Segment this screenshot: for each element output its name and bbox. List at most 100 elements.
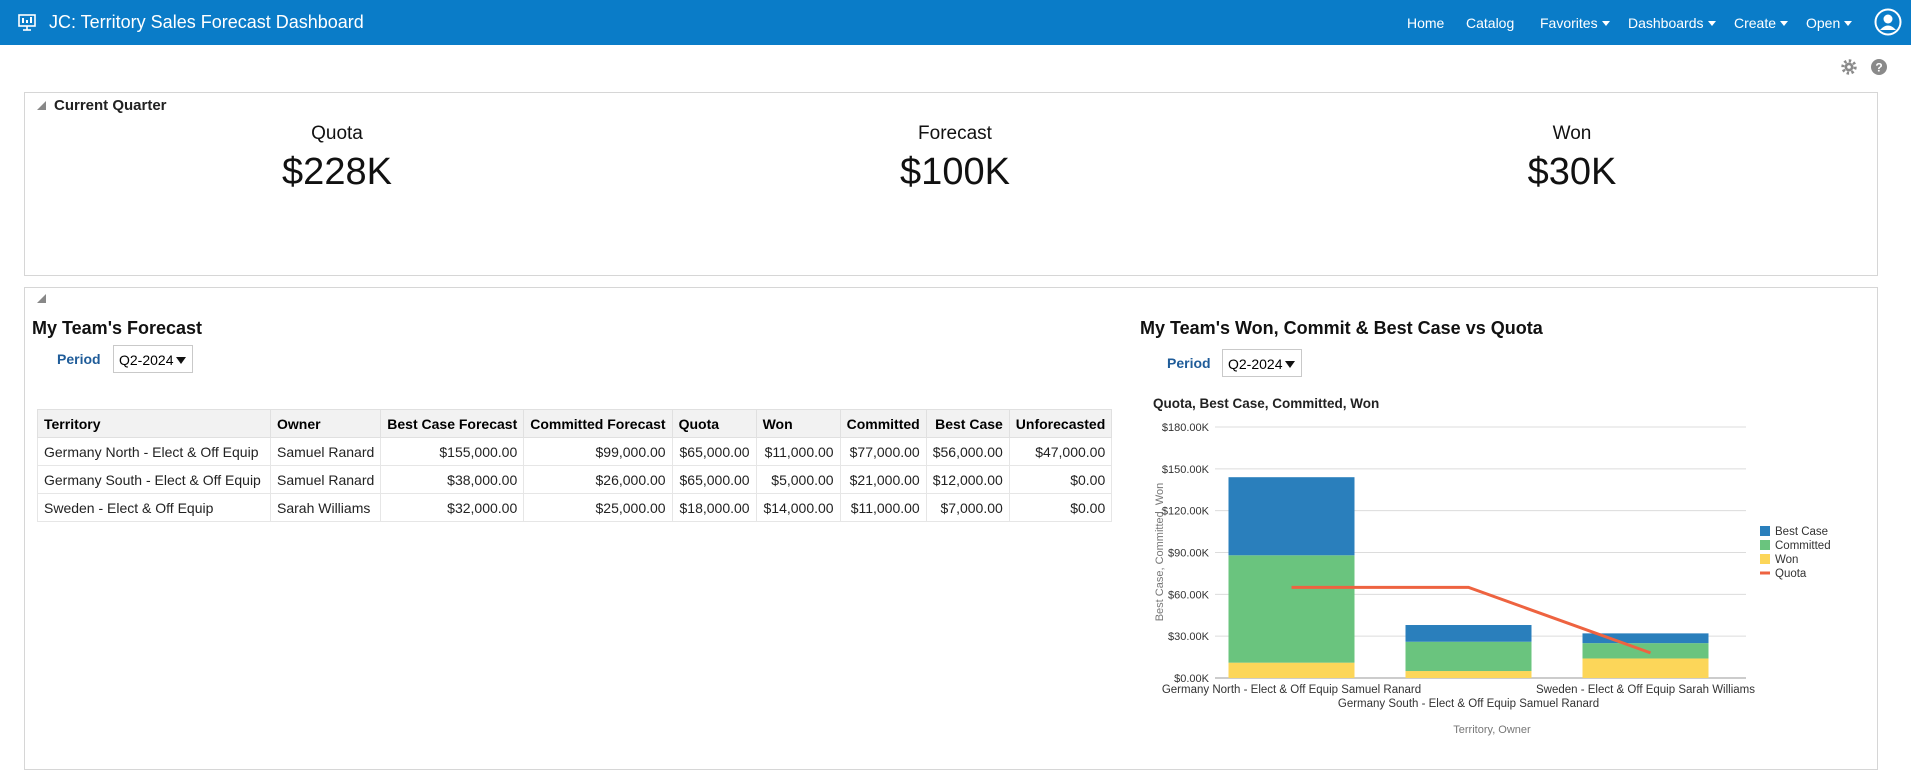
column-header[interactable]: Best Case (925, 409, 1010, 438)
table-cell: $14,000.00 (755, 493, 841, 522)
collapse-toggle-icon[interactable] (37, 101, 46, 110)
chart-period-select[interactable]: Q2-2024 (1222, 349, 1302, 377)
kpi-forecast: Forecast $100K (805, 123, 1105, 194)
nav-home[interactable]: Home (1407, 15, 1444, 31)
gear-icon[interactable] (1840, 58, 1858, 76)
table-cell: Germany North - Elect & Off Equip (37, 437, 271, 466)
table-cell: $77,000.00 (839, 437, 927, 466)
dropdown-arrow-icon (1285, 361, 1295, 368)
kpi-value: $30K (1527, 151, 1617, 193)
kpi-label: Quota (311, 123, 363, 144)
kpi-quota: Quota $228K (187, 123, 487, 194)
y-tick-label: $180.00K (1162, 422, 1210, 434)
x-tick-label: Germany North - Elect & Off Equip Samuel… (1162, 684, 1421, 696)
legend-label: Won (1775, 554, 1798, 566)
table-cell: $32,000.00 (380, 493, 525, 522)
table-cell: $21,000.00 (839, 465, 927, 494)
user-avatar-icon[interactable] (1874, 8, 1902, 36)
team-section: My Team's Forecast Period Q2-2024 Territ… (24, 287, 1878, 770)
nav-favorites[interactable]: Favorites (1540, 15, 1610, 31)
period-select[interactable]: Q2-2024 (113, 345, 193, 373)
period-label: Period (57, 351, 101, 367)
column-header[interactable]: Won (755, 409, 841, 438)
nav-catalog[interactable]: Catalog (1466, 15, 1514, 31)
y-tick-label: $120.00K (1162, 506, 1210, 518)
column-header[interactable]: Committed (839, 409, 927, 438)
table-cell: Sweden - Elect & Off Equip (37, 493, 271, 522)
column-header[interactable]: Owner (269, 409, 382, 438)
bar-best-case (1582, 633, 1709, 644)
column-header[interactable]: Quota (671, 409, 757, 438)
legend-swatch (1760, 540, 1770, 550)
legend-label: Quota (1775, 568, 1807, 580)
nav-create[interactable]: Create (1734, 15, 1789, 31)
table-cell: Germany South - Elect & Off Equip (37, 465, 271, 494)
table-cell: Samuel Ranard (269, 465, 382, 494)
table-cell: Samuel Ranard (269, 437, 382, 466)
nav-dashboards[interactable]: Dashboards (1628, 15, 1716, 31)
bar-best-case (1228, 477, 1355, 556)
period-select-value: Q2-2024 (1228, 356, 1283, 372)
table-cell: $12,000.00 (925, 465, 1010, 494)
x-axis-label: Territory, Owner (1453, 724, 1531, 736)
column-header[interactable]: Committed Forecast (523, 409, 673, 438)
chevron-down-icon (1601, 21, 1610, 26)
nav-dashboards-label: Dashboards (1628, 15, 1704, 31)
nav-open-label: Open (1806, 15, 1841, 31)
chevron-down-icon (1780, 21, 1789, 26)
table-cell: $38,000.00 (380, 465, 525, 494)
y-tick-label: $0.00K (1174, 673, 1210, 685)
y-tick-label: $150.00K (1162, 464, 1210, 476)
table-cell: $18,000.00 (671, 493, 757, 522)
chart-title: Quota, Best Case, Committed, Won (1153, 396, 1379, 411)
table-cell: $5,000.00 (755, 465, 841, 494)
y-tick-label: $60.00K (1168, 589, 1210, 601)
table-row: Germany South - Elect & Off Equip Samuel… (37, 465, 1113, 494)
column-header[interactable]: Territory (37, 409, 271, 438)
nav-open[interactable]: Open (1806, 15, 1853, 31)
table-cell: $155,000.00 (380, 437, 525, 466)
forecast-panel-title: My Team's Forecast (32, 318, 203, 338)
nav-favorites-label: Favorites (1540, 15, 1598, 31)
x-tick-label: Sweden - Elect & Off Equip Sarah William… (1536, 684, 1755, 696)
quota-chart: Quota, Best Case, Committed, Won $0.00K $… (1153, 396, 1831, 736)
table-cell: Sarah Williams (269, 493, 382, 522)
kpi-value: $100K (900, 151, 1010, 193)
table-row: Germany North - Elect & Off Equip Samuel… (37, 437, 1113, 466)
bar-won (1228, 662, 1355, 678)
y-tick-label: $90.00K (1168, 548, 1210, 560)
bar-best-case (1405, 625, 1532, 642)
table-row: Sweden - Elect & Off Equip Sarah William… (37, 493, 1113, 522)
collapse-toggle-icon[interactable] (37, 294, 46, 303)
table-cell: $11,000.00 (839, 493, 927, 522)
column-header[interactable]: Unforecasted (1008, 409, 1113, 438)
period-label: Period (1167, 355, 1211, 371)
bar-won (1582, 658, 1709, 678)
kpi-value: $228K (282, 151, 392, 193)
svg-text:?: ? (1875, 61, 1882, 75)
table-cell: $25,000.00 (523, 493, 673, 522)
quota-line (1291, 585, 1652, 655)
kpi-won: Won $30K (1422, 123, 1722, 194)
table-cell: $11,000.00 (755, 437, 841, 466)
dashboard-icon[interactable] (18, 13, 36, 31)
kpi-label: Forecast (918, 123, 992, 144)
table-cell: $0.00 (1008, 493, 1113, 522)
table-cell: $56,000.00 (925, 437, 1010, 466)
table-cell: $7,000.00 (925, 493, 1010, 522)
nav-create-label: Create (1734, 15, 1777, 31)
top-bar: JC: Territory Sales Forecast Dashboard H… (0, 0, 1911, 45)
section-title: Current Quarter (54, 97, 167, 114)
bar-committed (1405, 641, 1532, 672)
bar-committed (1228, 555, 1355, 663)
y-axis-label: Best Case, Committed, Won (1154, 483, 1166, 622)
table-cell: $0.00 (1008, 465, 1113, 494)
column-header[interactable]: Best Case Forecast (380, 409, 525, 438)
bar-won (1405, 671, 1532, 678)
help-icon[interactable]: ? (1870, 58, 1888, 76)
forecast-table: Territory Owner Best Case Forecast Commi… (37, 409, 1113, 522)
legend-swatch (1760, 526, 1770, 536)
nav-catalog-label: Catalog (1466, 15, 1515, 31)
kpi-label: Won (1552, 123, 1592, 144)
table-cell: $99,000.00 (523, 437, 673, 466)
